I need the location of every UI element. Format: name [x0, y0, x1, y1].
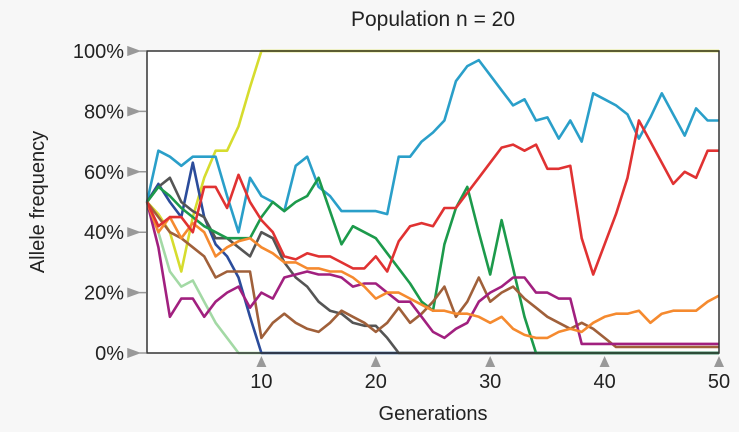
x-tick-mark: [485, 356, 496, 367]
series-line: [145, 58, 719, 234]
y-tick-label: 20%: [84, 283, 124, 305]
y-tick-label: 40%: [84, 222, 124, 244]
series-line: [145, 201, 719, 349]
y-tick-label: 0%: [95, 343, 124, 365]
x-tick-mark: [599, 356, 610, 367]
y-tick-mark: [127, 227, 146, 238]
x-tick-label: 20: [365, 371, 387, 393]
x-tick-mark: [714, 356, 724, 367]
plot-frame: [146, 50, 720, 354]
ticks: 0% 20% 40% 60% 80% 100% 10 20 30 40 50: [73, 41, 730, 393]
x-tick-mark: [370, 356, 381, 367]
x-tick-label: 50: [708, 371, 730, 393]
series-line: [145, 201, 720, 340]
y-axis-label: Allele frequency: [27, 131, 49, 273]
y-tick-label: 80%: [84, 101, 124, 123]
y-tick-label: 60%: [84, 162, 124, 184]
series-line: [145, 119, 719, 276]
x-axis-label: Generations: [379, 403, 488, 425]
x-tick-label: 40: [593, 371, 615, 393]
x-tick-label: 30: [479, 371, 501, 393]
x-tick-mark: [256, 356, 267, 367]
y-tick-mark: [127, 287, 146, 298]
y-tick-mark: [127, 166, 146, 177]
y-tick-label: 100%: [73, 41, 124, 63]
y-tick-mark: [127, 45, 146, 57]
chart-title: Population n = 20: [351, 8, 515, 31]
x-tick-label: 10: [250, 371, 272, 393]
series-line: [145, 201, 719, 346]
y-tick-mark: [127, 106, 146, 117]
y-tick-mark: [127, 347, 146, 359]
